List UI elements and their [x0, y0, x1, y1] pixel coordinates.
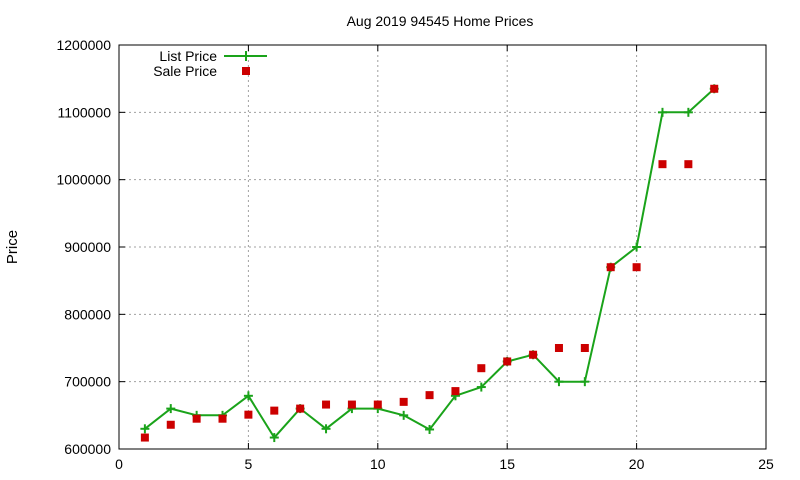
sale-price-point [244, 410, 253, 419]
sale-price-point [347, 400, 356, 409]
sale-price-point [451, 387, 460, 396]
y-tick-label: 800000 [64, 306, 111, 322]
x-tick-label: 10 [370, 456, 386, 472]
y-tick-label: 900000 [64, 239, 111, 255]
y-tick-label: 700000 [64, 374, 111, 390]
list-price-point [476, 382, 486, 392]
sale-price-point [580, 344, 589, 352]
sale-price-point [296, 404, 305, 413]
x-tick-label: 15 [499, 456, 515, 472]
x-tick-label: 25 [758, 456, 774, 472]
sale-price-point [218, 414, 227, 423]
sale-price-point [477, 364, 486, 373]
sale-price-point [399, 397, 408, 406]
sale-price-point [192, 414, 201, 423]
legend-label-sale-price: Sale Price [153, 63, 217, 79]
y-tick-label: 600000 [64, 441, 111, 457]
x-tick-label: 20 [629, 456, 645, 472]
list-price-point [269, 433, 279, 443]
legend-marker-list-price [241, 51, 251, 61]
legend: List Price Sale Price [153, 48, 267, 79]
list-price-point [425, 424, 435, 434]
series-layer [140, 84, 719, 443]
list-price-point [580, 377, 590, 387]
y-tick-label: 1200000 [56, 37, 111, 53]
sale-price-point [322, 400, 331, 409]
y-tick-label: 1100000 [58, 104, 112, 120]
sale-price-point [503, 357, 512, 366]
x-tick-label: 5 [245, 456, 253, 472]
sale-price-point [425, 391, 434, 400]
sale-price-point [658, 160, 667, 169]
legend-label-list-price: List Price [159, 48, 217, 64]
list-price-point [321, 424, 331, 434]
sale-price-point [684, 160, 693, 169]
sale-price-point [710, 84, 719, 93]
sale-price-point [166, 420, 175, 429]
list-price-point [243, 391, 253, 401]
sale-price-point [606, 263, 615, 272]
list-price-point [632, 242, 642, 252]
sale-price-point [373, 400, 382, 409]
axis-ticks: 0 5 10 15 20 25 600000 700000 800000 900000 100000… [56, 37, 774, 472]
sale-price-point [529, 350, 538, 359]
list-price-point [140, 424, 150, 434]
list-price-point [166, 404, 176, 414]
list-price-point [554, 377, 564, 387]
y-axis-label: Price [4, 230, 21, 264]
legend-marker-sale-price [242, 67, 250, 75]
y-tick-label: 1000000 [56, 172, 111, 188]
sale-price-point [140, 433, 149, 442]
list-price-point [657, 107, 667, 117]
sale-price-point [554, 344, 563, 352]
list-price-point [683, 107, 693, 117]
sale-price-point [270, 406, 279, 415]
list-price-point [399, 410, 409, 420]
sale-price-point [632, 263, 641, 272]
x-tick-label: 0 [115, 456, 123, 472]
chart-title: Aug 2019 94545 Home Prices [347, 13, 534, 29]
